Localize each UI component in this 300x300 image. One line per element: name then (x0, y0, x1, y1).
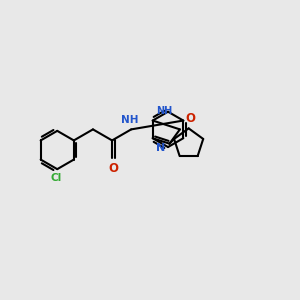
Text: Cl: Cl (50, 173, 61, 183)
Text: NH: NH (121, 115, 139, 125)
Text: N: N (156, 143, 165, 153)
Text: O: O (185, 112, 195, 125)
Text: NH: NH (156, 106, 172, 116)
Text: O: O (108, 162, 118, 175)
